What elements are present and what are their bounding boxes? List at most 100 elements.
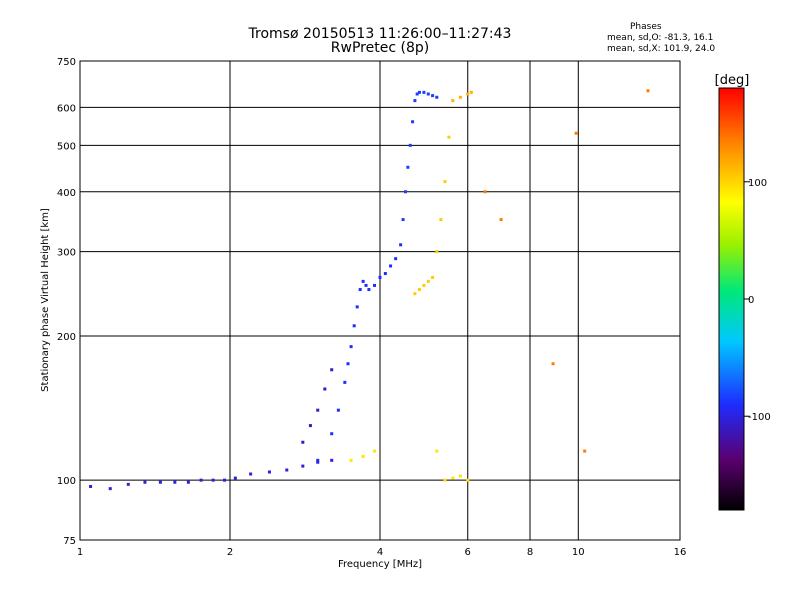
- y-tick-label: 75: [63, 536, 76, 547]
- data-point: [413, 99, 417, 103]
- data-point: [373, 283, 377, 287]
- data-point: [355, 305, 359, 309]
- data-point: [367, 288, 371, 292]
- data-point: [443, 478, 447, 482]
- data-point: [330, 368, 334, 372]
- data-point: [308, 424, 312, 428]
- data-point: [249, 472, 253, 476]
- data-point: [417, 288, 421, 292]
- data-point: [646, 89, 650, 93]
- y-tick-label: 300: [57, 248, 76, 259]
- data-point: [316, 408, 320, 412]
- x-tick-label: 16: [674, 547, 687, 558]
- data-point: [330, 458, 334, 462]
- data-point: [451, 476, 455, 480]
- data-point: [336, 408, 340, 412]
- colorbar-tick-label: 100: [748, 178, 767, 189]
- stats-x-mode: mean, sd,X: 101.9, 24.0: [607, 44, 716, 54]
- data-point: [435, 250, 439, 254]
- data-point: [316, 460, 320, 464]
- data-point: [330, 432, 334, 436]
- data-point: [126, 482, 130, 486]
- colorbar-tick-label: -100: [748, 412, 771, 423]
- x-tick-label: 1: [77, 547, 83, 558]
- data-point: [89, 484, 93, 488]
- colorbar-tick-label: 0: [748, 295, 754, 306]
- y-tick-label: 500: [57, 141, 76, 152]
- x-tick-label: 2: [227, 547, 233, 558]
- data-point: [483, 190, 487, 194]
- grid-lines: [80, 61, 680, 540]
- data-point: [551, 362, 555, 366]
- data-point: [415, 92, 419, 96]
- data-point: [223, 478, 227, 482]
- data-point: [285, 468, 289, 472]
- x-tick-label: 8: [527, 547, 533, 558]
- x-tick-label: 4: [377, 547, 383, 558]
- data-point: [451, 99, 455, 103]
- y-tick-label: 400: [57, 188, 76, 199]
- data-point: [408, 143, 412, 147]
- data-point: [186, 480, 190, 484]
- axis-ticks: 1 2 4 6 8 10 16 75 100 200 300 400 500 600 750: [57, 57, 686, 558]
- colorbar-label: [deg]: [715, 73, 750, 88]
- chart-title: Tromsø 20150513 11:26:00–11:27:43: [248, 26, 512, 42]
- stats-title: Phases: [630, 22, 662, 32]
- data-point: [435, 449, 439, 453]
- data-point: [426, 92, 430, 96]
- data-point: [443, 180, 447, 184]
- y-tick-label: 100: [57, 476, 76, 487]
- data-point: [583, 449, 587, 453]
- data-point: [233, 476, 237, 480]
- data-point: [469, 90, 473, 94]
- data-point: [458, 95, 462, 99]
- data-point: [406, 165, 410, 169]
- chart-subtitle: RwPretec (8p): [330, 40, 430, 56]
- data-point: [361, 455, 365, 459]
- data-point: [323, 387, 327, 391]
- data-point: [574, 131, 578, 135]
- data-point: [158, 480, 162, 484]
- y-tick-label: 750: [57, 57, 76, 68]
- data-point: [378, 275, 382, 279]
- data-point: [417, 90, 421, 94]
- data-points: [89, 89, 650, 491]
- data-point: [364, 283, 368, 287]
- data-point: [267, 470, 271, 474]
- y-axis-label: Stationary phase Virtual Height [km]: [40, 208, 51, 392]
- data-point: [108, 487, 112, 491]
- plot-frame: [79, 60, 681, 541]
- stats-o-mode: mean, sd,O: -81.3, 16.1: [607, 33, 714, 43]
- data-point: [349, 345, 353, 349]
- data-point: [199, 478, 203, 482]
- data-point: [447, 135, 451, 139]
- data-point: [426, 279, 430, 283]
- x-tick-label: 6: [465, 547, 471, 558]
- data-point: [435, 95, 439, 99]
- data-point: [499, 218, 503, 222]
- y-tick-label: 200: [57, 332, 76, 343]
- data-point: [431, 94, 435, 98]
- data-point: [352, 324, 356, 328]
- data-point: [361, 279, 365, 283]
- data-point: [403, 190, 407, 194]
- data-point: [346, 362, 350, 366]
- data-point: [422, 90, 426, 94]
- data-point: [143, 480, 147, 484]
- data-point: [399, 243, 403, 247]
- data-point: [343, 380, 347, 384]
- x-axis-label: Frequency [MHz]: [338, 559, 422, 570]
- data-point: [358, 288, 362, 292]
- data-point: [373, 449, 377, 453]
- data-point: [439, 218, 443, 222]
- data-point: [301, 440, 305, 444]
- data-point: [413, 292, 417, 296]
- data-point: [394, 257, 398, 261]
- data-point: [211, 478, 215, 482]
- data-point: [316, 458, 320, 462]
- data-point: [466, 92, 470, 96]
- colorbar: [718, 87, 745, 511]
- data-point: [422, 283, 426, 287]
- data-point: [401, 218, 405, 222]
